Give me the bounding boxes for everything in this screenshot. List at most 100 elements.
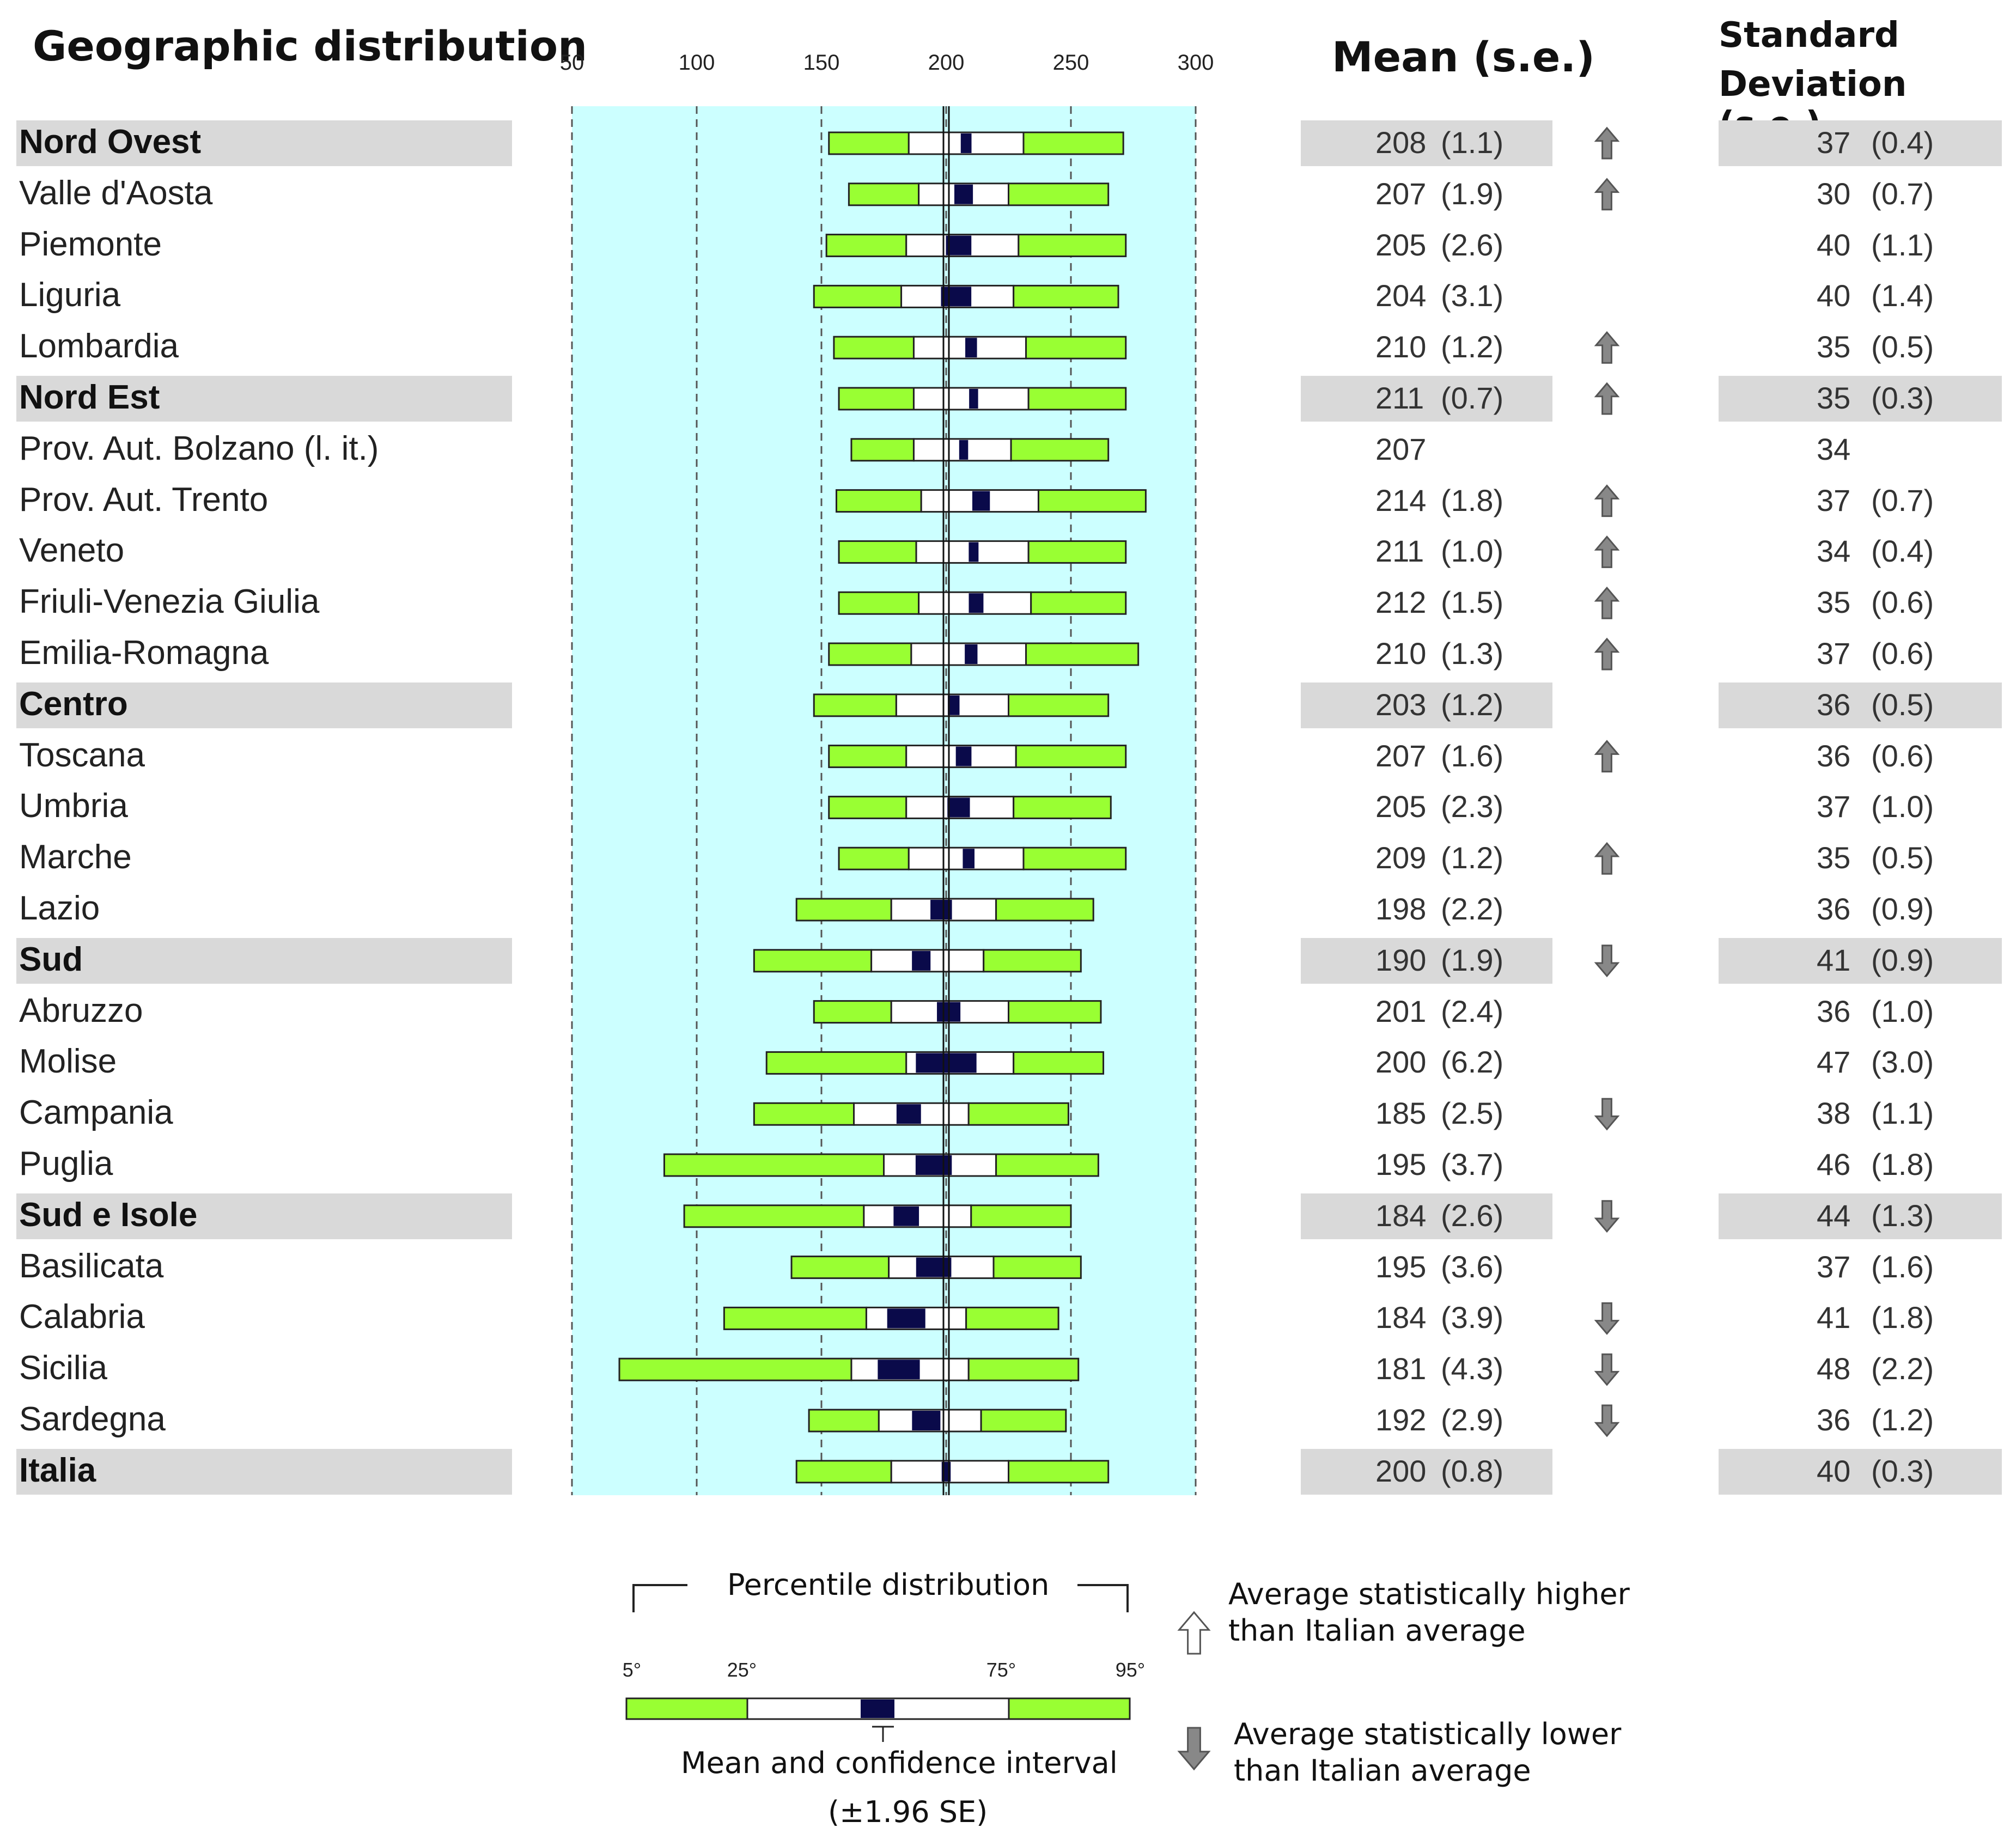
legend-p95-label: 95° bbox=[1116, 1659, 1145, 1681]
row-label: Campania bbox=[19, 1094, 173, 1132]
bar-p75-p95 bbox=[983, 949, 1082, 973]
mean-ci-box bbox=[965, 338, 977, 358]
row-label: Sicilia bbox=[19, 1349, 107, 1387]
sd-se-value: (0.6) bbox=[1871, 585, 1934, 620]
bar-p5-p25 bbox=[765, 1051, 907, 1075]
mean-value: 190 bbox=[1375, 942, 1427, 977]
row-label: Friuli-Venezia Giulia bbox=[19, 583, 320, 621]
sd-value: 40 bbox=[1817, 1453, 1851, 1488]
higher-than-average-icon bbox=[1594, 382, 1620, 415]
mean-se-value: (2.9) bbox=[1441, 1403, 1504, 1437]
legend-p5-label: 5° bbox=[623, 1659, 641, 1681]
bar-p5-p25 bbox=[663, 1153, 885, 1177]
bar-p5-p25 bbox=[813, 693, 897, 717]
mean-value: 203 bbox=[1375, 687, 1427, 722]
bar-p25-p75 bbox=[905, 795, 1015, 819]
mean-se-value: (1.1) bbox=[1441, 125, 1504, 160]
sd-value: 35 bbox=[1817, 330, 1851, 364]
region-band bbox=[16, 1448, 512, 1495]
bar-p25-p75 bbox=[863, 1204, 972, 1228]
higher-than-average-icon bbox=[1594, 637, 1620, 671]
sd-value: 37 bbox=[1817, 789, 1851, 824]
mean-ci-box bbox=[893, 1206, 919, 1226]
higher-than-average-icon bbox=[1594, 535, 1620, 568]
bar-p25-p75 bbox=[918, 591, 1032, 615]
sd-se-value: (1.0) bbox=[1871, 994, 1934, 1028]
row-label: Toscana bbox=[19, 736, 145, 774]
row-label: Calabria bbox=[19, 1298, 145, 1336]
mean-ci-box bbox=[915, 1155, 952, 1175]
bar-p75-p95 bbox=[1010, 438, 1110, 462]
row-label: Centro bbox=[19, 685, 128, 723]
mean-se-value: (1.5) bbox=[1441, 585, 1504, 620]
mean-value: 210 bbox=[1375, 636, 1427, 671]
bar-p25-p75 bbox=[883, 1153, 997, 1177]
sd-value: 40 bbox=[1817, 227, 1851, 262]
bar-p75-p95 bbox=[967, 1357, 1080, 1381]
row-label: Marche bbox=[19, 838, 132, 876]
mean-se-value: (2.6) bbox=[1441, 1198, 1504, 1233]
bar-p75-p95 bbox=[992, 1256, 1082, 1280]
x-tick-label: 100 bbox=[679, 51, 715, 75]
mean-ci-box bbox=[930, 900, 952, 919]
mean-value: 211 bbox=[1375, 381, 1424, 415]
bar-p25-p75 bbox=[850, 1357, 970, 1381]
bar-p5-p25 bbox=[813, 284, 903, 308]
sd-value: 35 bbox=[1817, 840, 1851, 875]
mean-se-value: (4.3) bbox=[1441, 1351, 1504, 1386]
bar-p75-p95 bbox=[1025, 336, 1127, 360]
bar-p75-p95 bbox=[970, 1204, 1072, 1228]
sd-se-value: (1.1) bbox=[1871, 1096, 1934, 1131]
bar-p75-p95 bbox=[1015, 745, 1127, 769]
bar-p25-p75 bbox=[878, 1409, 982, 1433]
higher-than-average-icon bbox=[1594, 178, 1620, 211]
bar-p25-p75 bbox=[888, 1256, 995, 1280]
mean-value: 184 bbox=[1375, 1300, 1427, 1335]
row-label: Nord Est bbox=[19, 379, 160, 416]
sd-se-value: (1.8) bbox=[1871, 1147, 1934, 1181]
mean-se-value: (2.4) bbox=[1441, 994, 1504, 1028]
sd-header-line1: Standard bbox=[1719, 15, 1899, 56]
sd-value: 37 bbox=[1817, 125, 1851, 160]
bar-p75-p95 bbox=[1008, 1460, 1110, 1484]
bar-p75-p95 bbox=[1013, 795, 1112, 819]
sd-value: 36 bbox=[1817, 994, 1851, 1028]
region-band bbox=[1301, 1193, 1552, 1239]
sd-value: 38 bbox=[1817, 1096, 1851, 1131]
lower-than-average-icon bbox=[1594, 1302, 1620, 1335]
bar-p75-p95 bbox=[1037, 489, 1147, 513]
bar-p5-p25 bbox=[813, 1000, 892, 1024]
sd-value: 36 bbox=[1817, 687, 1851, 722]
region-band bbox=[16, 376, 512, 422]
mean-ci-box bbox=[955, 746, 972, 766]
bar-p75-p95 bbox=[1018, 234, 1127, 258]
mean-value: 207 bbox=[1375, 176, 1427, 211]
sd-value: 34 bbox=[1817, 431, 1851, 466]
mean-value: 212 bbox=[1375, 585, 1427, 620]
mean-value: 207 bbox=[1375, 738, 1427, 773]
region-band bbox=[1719, 1448, 2002, 1495]
region-band bbox=[1719, 376, 2002, 422]
bar-p75-p95 bbox=[1008, 693, 1110, 717]
row-label: Sud e Isole bbox=[19, 1196, 198, 1234]
mean-value: 195 bbox=[1375, 1147, 1427, 1181]
sd-se-value: (1.1) bbox=[1871, 227, 1934, 262]
mean-value: 210 bbox=[1375, 330, 1427, 364]
bar-p75-p95 bbox=[1027, 387, 1127, 411]
row-label: Nord Ovest bbox=[19, 123, 202, 161]
legend-mean-ci-line2: (±1.96 SE) bbox=[828, 1795, 988, 1829]
sd-se-value: (0.5) bbox=[1871, 687, 1934, 722]
mean-se-value: (1.0) bbox=[1441, 534, 1504, 569]
mean-value: 208 bbox=[1375, 125, 1427, 160]
row-label: Valle d'Aosta bbox=[19, 174, 213, 212]
mean-se-value: (1.2) bbox=[1441, 840, 1504, 875]
sd-se-value: (0.4) bbox=[1871, 534, 1934, 569]
bar-p75-p95 bbox=[980, 1409, 1067, 1433]
bar-p75-p95 bbox=[965, 1306, 1059, 1330]
region-band bbox=[1719, 1193, 2002, 1239]
bar-p25-p75 bbox=[900, 284, 1015, 308]
bar-p75-p95 bbox=[1013, 1051, 1105, 1075]
mean-se-value: (1.9) bbox=[1441, 942, 1504, 977]
